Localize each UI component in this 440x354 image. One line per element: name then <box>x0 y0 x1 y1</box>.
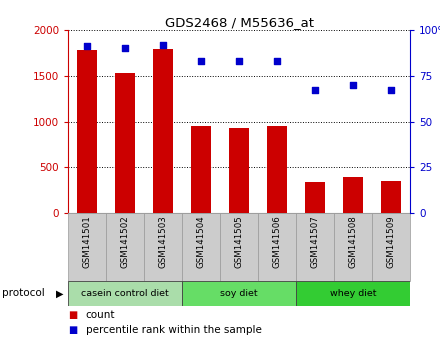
Bar <box>153 49 173 213</box>
Bar <box>296 281 410 306</box>
Bar <box>191 126 212 213</box>
Bar <box>77 50 97 213</box>
Point <box>388 87 395 93</box>
Text: GSM141508: GSM141508 <box>348 215 358 268</box>
Point <box>121 45 128 51</box>
Bar <box>258 213 296 281</box>
Text: GSM141506: GSM141506 <box>272 215 282 268</box>
Point <box>312 87 319 93</box>
Text: ■: ■ <box>68 325 77 335</box>
Text: soy diet: soy diet <box>220 289 258 298</box>
Text: ■: ■ <box>68 310 77 320</box>
Text: ▶: ▶ <box>56 289 64 298</box>
Bar <box>334 213 372 281</box>
Bar <box>182 213 220 281</box>
Title: GDS2468 / M55636_at: GDS2468 / M55636_at <box>165 16 313 29</box>
Text: GSM141507: GSM141507 <box>311 215 319 268</box>
Bar <box>182 281 296 306</box>
Text: GSM141504: GSM141504 <box>197 215 205 268</box>
Text: GSM141501: GSM141501 <box>83 215 92 268</box>
Bar <box>228 128 249 213</box>
Text: whey diet: whey diet <box>330 289 376 298</box>
Point <box>159 42 166 47</box>
Bar <box>114 73 136 213</box>
Bar <box>220 213 258 281</box>
Bar <box>68 281 182 306</box>
Bar <box>296 213 334 281</box>
Bar <box>106 213 144 281</box>
Text: protocol: protocol <box>2 289 45 298</box>
Point <box>198 58 205 64</box>
Bar <box>68 213 106 281</box>
Point <box>84 44 91 49</box>
Point <box>274 58 281 64</box>
Text: casein control diet: casein control diet <box>81 289 169 298</box>
Bar <box>144 213 182 281</box>
Text: count: count <box>86 310 115 320</box>
Text: GSM141505: GSM141505 <box>235 215 243 268</box>
Bar <box>372 213 410 281</box>
Bar <box>381 181 401 213</box>
Point <box>349 82 356 88</box>
Bar <box>304 182 326 213</box>
Text: GSM141503: GSM141503 <box>158 215 168 268</box>
Text: GSM141509: GSM141509 <box>386 215 396 268</box>
Bar <box>343 177 363 213</box>
Text: GSM141502: GSM141502 <box>121 215 129 268</box>
Text: percentile rank within the sample: percentile rank within the sample <box>86 325 261 335</box>
Point <box>235 58 242 64</box>
Bar <box>267 126 287 213</box>
